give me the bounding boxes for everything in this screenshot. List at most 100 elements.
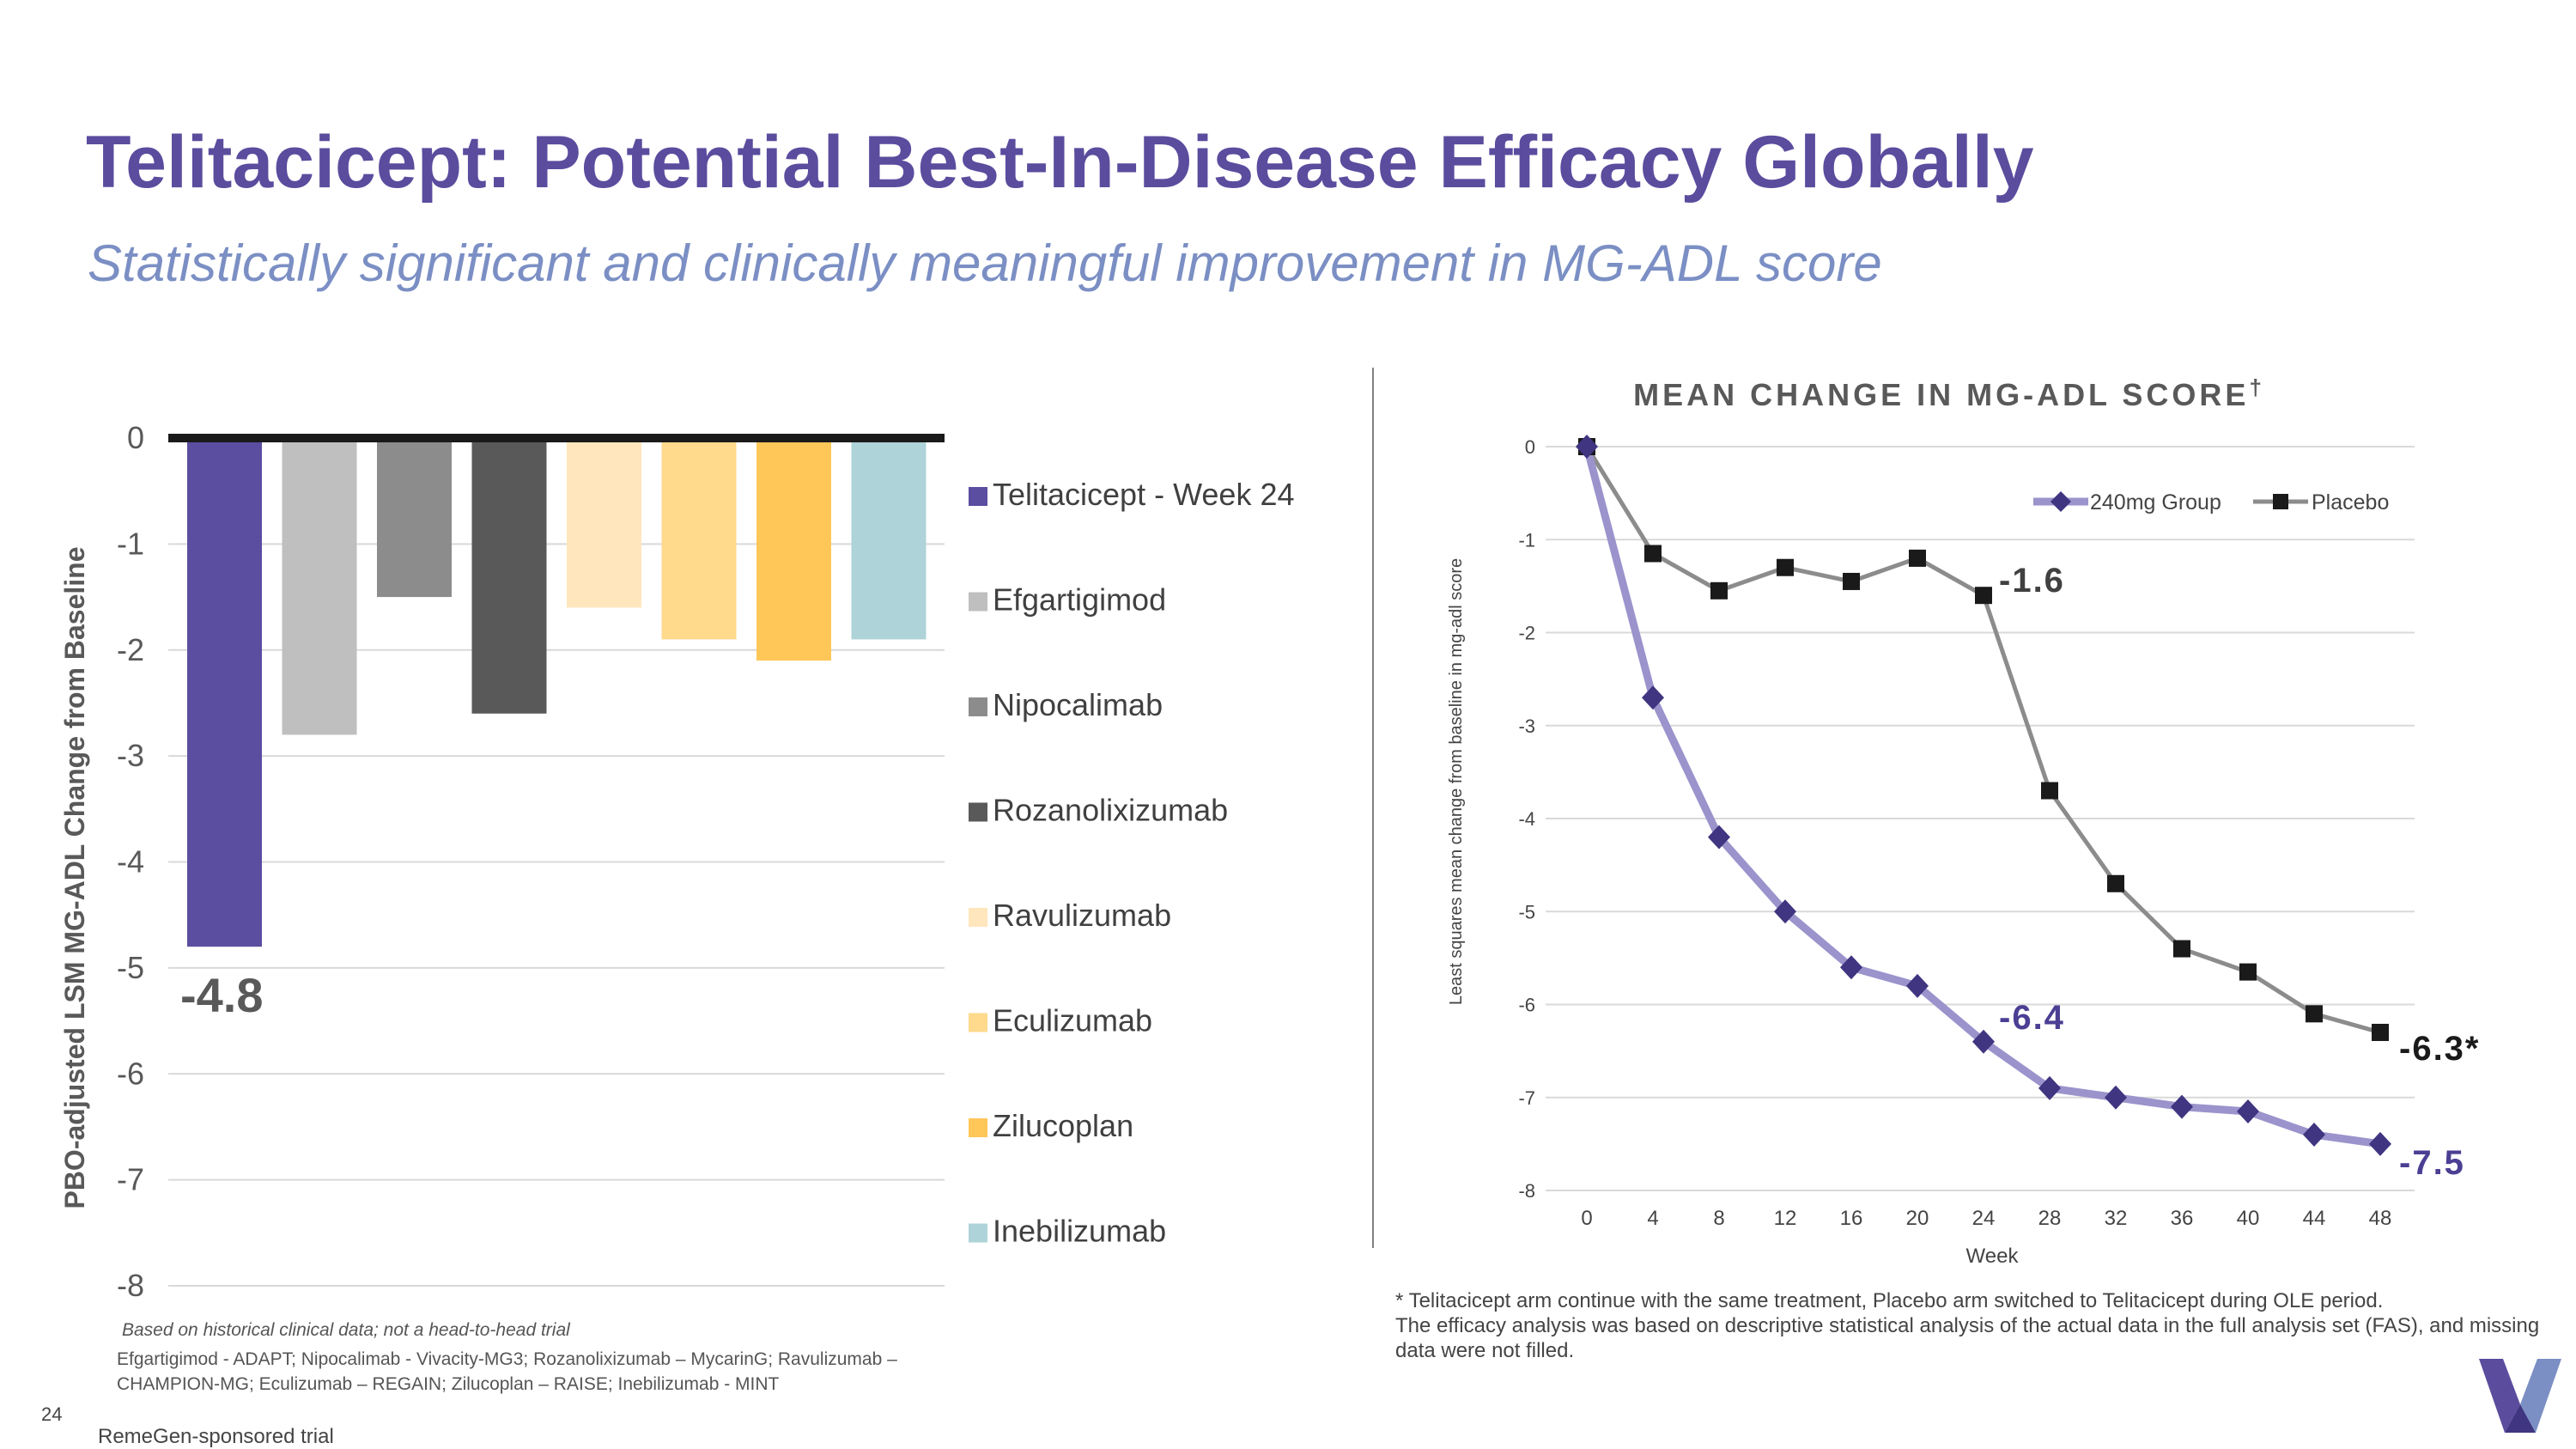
page-title: Telitacicept: Potential Best-In-Disease …	[86, 121, 2034, 204]
legend-marker	[2273, 494, 2288, 509]
bar-zero-axis	[168, 434, 945, 442]
line-y-tick-label: -2	[1518, 623, 1535, 644]
legend-label: Placebo	[2312, 490, 2389, 514]
bar-legend-label: Rozanolixizumab	[993, 793, 1228, 828]
bar-gridlines	[168, 543, 945, 1287]
bar-telitacicept-week-24	[187, 438, 262, 947]
bar-y-tick-label: -1	[117, 526, 144, 561]
group-point	[1576, 435, 1598, 459]
line-x-tick-label: 0	[1581, 1207, 1592, 1230]
bar-legend-item: Efgartigimod	[969, 582, 1166, 618]
trials-note: Efgartigimod - ADAPT; Nipocalimab - Viva…	[117, 1349, 897, 1394]
line-placebo	[1584, 445, 2381, 1035]
group-point	[1708, 825, 1730, 849]
line-x-tick-label: 40	[2237, 1207, 2260, 1230]
placebo-point	[2173, 940, 2190, 958]
bar-legend-label: Ravulizumab	[993, 898, 1171, 933]
bar-rozanolixizumab	[471, 438, 547, 714]
bar-y-tick-label: 0	[127, 420, 144, 455]
bar-y-tick-label: -2	[117, 632, 144, 667]
line-x-tick-label: 36	[2171, 1207, 2194, 1230]
bar-legend-swatch	[969, 697, 987, 716]
line-y-tick-label: -6	[1518, 995, 1535, 1016]
bar-legend-swatch	[969, 592, 987, 612]
footnote-line-1: * Telitacicept arm continue with the sam…	[1395, 1289, 2384, 1312]
bar-series	[168, 434, 945, 947]
bar-y-tick-label: -7	[117, 1162, 144, 1197]
bar-legend-swatch	[969, 908, 987, 927]
line-y-tick-label: -1	[1518, 529, 1535, 551]
line-data-label: -6.4	[1999, 999, 2065, 1037]
placebo-point	[1644, 545, 1662, 563]
legend-label: 240mg Group	[2090, 490, 2221, 514]
line-y-tick-label: -7	[1518, 1087, 1535, 1109]
bar-legend-swatch	[969, 487, 987, 506]
line-y-axis-label: Least squares mean change from baseline …	[1447, 558, 1466, 1005]
bar-legend-swatch	[969, 802, 987, 822]
bar-legend-label: Nipocalimab	[993, 687, 1163, 722]
bar-y-axis-label: PBO-adjusted LSM MG-ADL Change from Base…	[59, 546, 90, 1209]
legend-marker	[2050, 491, 2071, 512]
placebo-point	[2372, 1023, 2389, 1041]
line-series	[1576, 435, 2391, 1156]
line-gridlines	[1546, 446, 2415, 1191]
line-x-ticks: 0 4 8 12 16 20 24 28 32 36 40 44 48	[1581, 1207, 2391, 1230]
page-number: 24	[41, 1403, 63, 1425]
bar-legend-item: Nipocalimab	[969, 687, 1163, 722]
bar-legend-swatch	[969, 1223, 987, 1243]
bar-legend-item: Inebilizumab	[969, 1214, 1166, 1249]
group-point	[2105, 1085, 2127, 1110]
line-y-tick-label: 0	[1525, 436, 1535, 458]
bar-legend-item: Ravulizumab	[969, 898, 1171, 933]
placebo-point	[1843, 572, 1860, 590]
right-footnote: * Telitacicept arm continue with the sam…	[1395, 1288, 2546, 1363]
line-x-tick-label: 20	[1906, 1207, 1929, 1230]
line-y-tick-label: -8	[1518, 1180, 1535, 1202]
bar-eculizumab	[661, 438, 737, 640]
bar-nipocalimab	[377, 438, 452, 598]
bar-y-tick-label: -5	[117, 950, 144, 985]
bar-legend-swatch	[969, 1118, 987, 1137]
placebo-point	[1710, 581, 1728, 600]
bar-legend-item: Rozanolixizumab	[969, 793, 1228, 828]
line-y-ticks: 0 -1 -2 -3 -4 -5 -6 -7 -8	[1518, 436, 1535, 1202]
group-point	[2369, 1131, 2391, 1156]
group-point	[2038, 1075, 2061, 1100]
historical-data-note: Based on historical clinical data; not a…	[122, 1320, 570, 1340]
group-point	[2303, 1123, 2325, 1148]
line-legend: 240mg Group Placebo	[2033, 490, 2389, 514]
line-x-tick-label: 32	[2105, 1207, 2128, 1230]
bar-legend-label: Eculizumab	[993, 1003, 1152, 1038]
placebo-point	[1975, 587, 1992, 605]
placebo-point	[2239, 963, 2257, 981]
group-point	[1972, 1029, 1995, 1054]
bar-y-tick-label: -8	[117, 1268, 144, 1303]
group-point	[1840, 955, 1862, 980]
footnote-line-2: The efficacy analysis was based on descr…	[1395, 1314, 2540, 1362]
bar-y-tick-label: -4	[117, 844, 144, 880]
line-x-tick-label: 4	[1647, 1207, 1658, 1230]
group-point	[1774, 899, 1796, 924]
group-point	[2171, 1094, 2193, 1119]
line-data-label: -6.3*	[2399, 1030, 2481, 1068]
bar-efgartigimod	[282, 438, 357, 735]
legend-item-240mg-group: 240mg Group	[2033, 490, 2221, 514]
bar-y-ticks: 0 -1 -2 -3 -4 -5 -6 -7 -8	[117, 420, 144, 1303]
bar-ravulizumab	[567, 438, 641, 608]
group-point	[1906, 973, 1929, 998]
bar-legend: Telitacicept - Week 24 Efgartigimod Nipoca…	[969, 477, 1295, 1249]
line-x-tick-label: 12	[1774, 1207, 1797, 1230]
page-subtitle: Statistically significant and clinically…	[88, 234, 1882, 292]
placebo-point	[2306, 1005, 2323, 1023]
bar-inebilizumab	[851, 438, 927, 640]
line-y-tick-label: -5	[1518, 901, 1535, 922]
line-x-axis-label: Week	[1966, 1245, 2020, 1268]
placebo-point	[2107, 874, 2124, 892]
line-x-tick-label: 16	[1840, 1207, 1863, 1230]
line-x-tick-label: 8	[1713, 1207, 1724, 1230]
bar-legend-item: Zilucoplan	[969, 1108, 1133, 1143]
bar-legend-label: Telitacicept - Week 24	[993, 477, 1295, 512]
line-x-tick-label: 24	[1972, 1207, 1996, 1230]
line-y-tick-label: -3	[1518, 715, 1535, 737]
